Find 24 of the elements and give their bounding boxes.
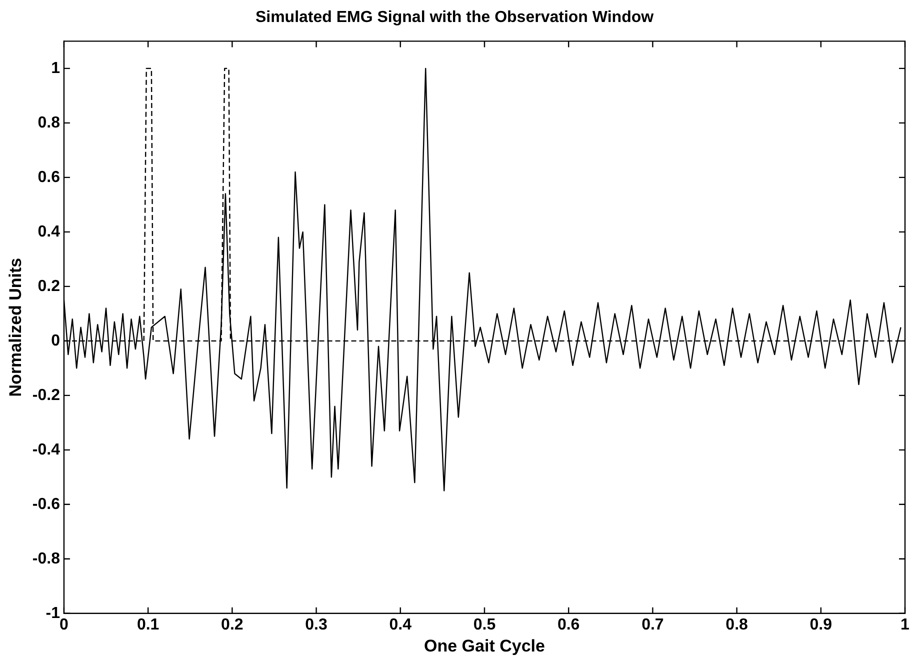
y-tick-label: 1 [51, 60, 60, 77]
x-tick-label: 0.8 [726, 616, 748, 634]
x-axis-title: One Gait Cycle [424, 636, 545, 656]
y-axis-title: Normalized Units [6, 258, 25, 397]
y-tick-label: -0.4 [32, 441, 60, 458]
y-tick-label: 0.6 [38, 168, 60, 186]
x-tick-label: 1 [900, 616, 910, 634]
chart-title: Simulated EMG Signal with the Observation Window [255, 9, 654, 26]
y-tick-label: 0.4 [38, 223, 60, 240]
y-tick-label: -0.8 [32, 550, 60, 568]
x-tick-label: 0.6 [557, 616, 580, 634]
y-tick-label: 0 [51, 332, 60, 350]
y-tick-label: -0.2 [32, 386, 60, 404]
x-tick-label: 0.9 [810, 616, 832, 634]
x-tick-label: 0.1 [136, 616, 160, 634]
x-tick-label: 0.4 [389, 616, 412, 634]
x-tick-label: 0.3 [305, 616, 328, 634]
y-tick-label: -1 [46, 604, 60, 622]
y-tick-label: 0.8 [38, 114, 60, 132]
x-tick-label: 0.7 [642, 616, 664, 634]
y-tick-label: -0.6 [32, 496, 60, 513]
y-tick-label: 0.2 [38, 278, 60, 295]
x-tick-label: 0.2 [221, 616, 244, 634]
x-tick-label: 0.5 [473, 616, 496, 634]
